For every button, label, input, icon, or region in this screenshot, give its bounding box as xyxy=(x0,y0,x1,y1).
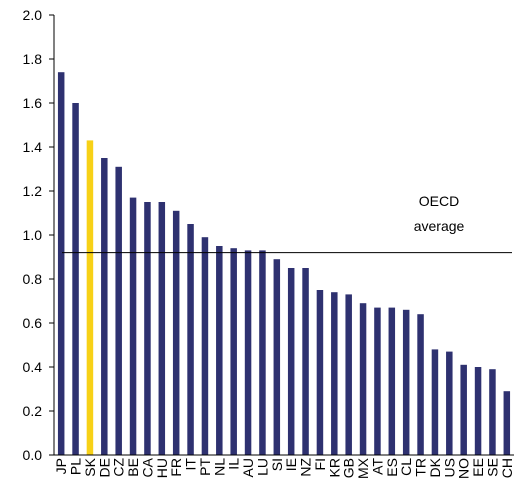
bar-si xyxy=(273,259,281,455)
x-category-label: ES xyxy=(384,458,400,477)
bar-se xyxy=(489,369,496,455)
oecd-average-label-line1: OECD xyxy=(419,193,459,209)
x-category-label: IE xyxy=(283,458,299,471)
bar-cl xyxy=(402,309,410,455)
x-category-label: AU xyxy=(240,458,256,477)
bar-il xyxy=(230,248,237,455)
x-category-label: EE xyxy=(470,458,486,477)
bar-tr xyxy=(417,314,424,455)
x-category-label: BE xyxy=(125,458,141,477)
x-axis: JPPLSKDECZBECAHUFRITPTNLILAULUSIIENZFIKR… xyxy=(53,454,515,479)
bar-es xyxy=(388,307,396,455)
y-tick-label: 1.2 xyxy=(23,183,43,199)
bar-de xyxy=(101,158,108,455)
oecd-average-label-line2: average xyxy=(414,218,465,234)
bar-nz xyxy=(302,268,309,455)
bar-pt xyxy=(201,237,209,455)
x-category-label: PT xyxy=(197,458,213,476)
bar-ca xyxy=(144,202,151,455)
x-category-label: TR xyxy=(413,458,429,477)
y-tick-label: 2.0 xyxy=(23,7,43,23)
bar-jp xyxy=(57,72,65,455)
bar-fi xyxy=(316,290,324,455)
y-tick-label: 0.6 xyxy=(23,315,43,331)
bar-dk xyxy=(431,349,439,455)
x-category-label: MX xyxy=(355,457,371,479)
bar-kr xyxy=(331,292,338,455)
x-category-label: SK xyxy=(82,457,98,476)
bar-be xyxy=(129,197,137,455)
y-axis: 0.0 0.2 0.4 0.6 0.8 1.0 1.2 1.4 1.6 1.8 2.0 xyxy=(23,7,55,463)
x-category-label: SI xyxy=(269,458,285,471)
x-category-label: HU xyxy=(154,458,170,478)
x-category-label: CZ xyxy=(111,458,127,477)
bar-lu xyxy=(259,250,266,455)
bar-sk xyxy=(86,140,94,455)
bar-hu xyxy=(158,202,166,455)
x-category-label: LU xyxy=(254,458,270,476)
x-category-label: US xyxy=(441,458,457,477)
bar-au xyxy=(244,250,252,455)
x-category-label: AT xyxy=(369,458,385,475)
bar-gb xyxy=(345,294,352,455)
y-tick-label: 0.8 xyxy=(23,271,43,287)
bar-nl xyxy=(216,246,223,455)
bar-pl xyxy=(72,103,79,455)
x-category-label: PL xyxy=(68,458,84,475)
bar-it xyxy=(187,224,194,455)
y-tick-label: 0.2 xyxy=(23,403,43,419)
y-tick-label: 1.8 xyxy=(23,51,43,67)
x-category-label: CH xyxy=(499,458,515,478)
bar-ee xyxy=(474,367,482,455)
bar-cz xyxy=(115,166,122,456)
x-category-label: KR xyxy=(326,458,342,477)
x-category-label: FI xyxy=(312,458,328,470)
bar-ie xyxy=(287,268,295,455)
y-tick-label: 0.4 xyxy=(23,359,43,375)
x-category-label: NO xyxy=(456,458,472,479)
bars xyxy=(57,72,511,456)
x-category-label: FR xyxy=(168,458,184,477)
x-category-label: IT xyxy=(183,458,199,471)
x-category-label: IL xyxy=(226,458,242,470)
x-category-label: CL xyxy=(398,458,414,476)
bar-ch xyxy=(503,391,511,455)
x-category-label: GB xyxy=(341,458,357,478)
x-category-label: NZ xyxy=(298,458,314,477)
x-category-label: DK xyxy=(427,457,443,477)
x-category-label: NL xyxy=(211,458,227,476)
bar-mx xyxy=(359,303,367,455)
bar-us xyxy=(446,351,453,455)
y-tick-label: 1.4 xyxy=(23,139,43,155)
x-category-label: SE xyxy=(484,458,500,477)
x-category-label: JP xyxy=(53,458,69,474)
y-tick-label: 0.0 xyxy=(23,447,43,463)
y-tick-label: 1.0 xyxy=(23,227,43,243)
bar-no xyxy=(460,364,467,455)
bar-at xyxy=(374,307,381,455)
x-category-label: DE xyxy=(96,458,112,477)
y-tick-label: 1.6 xyxy=(23,95,43,111)
bar-fr xyxy=(172,210,180,455)
x-category-label: CA xyxy=(139,457,155,477)
